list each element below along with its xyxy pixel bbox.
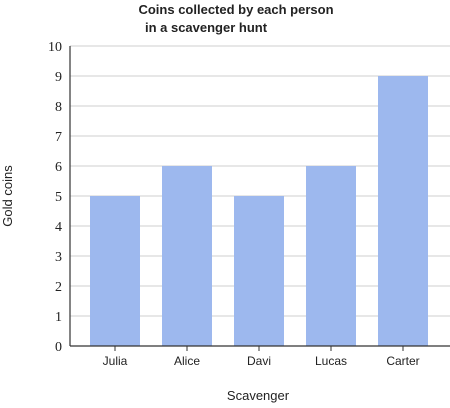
bars bbox=[90, 76, 428, 346]
y-axis-label: Gold coins bbox=[0, 165, 15, 227]
bar-julia bbox=[90, 196, 140, 346]
y-tick-label: 9 bbox=[55, 70, 62, 85]
bar-alice bbox=[162, 166, 212, 346]
bar-davi bbox=[234, 196, 284, 346]
x-tick-label: Lucas bbox=[315, 354, 347, 368]
x-tick-labels: Julia Alice Davi Lucas Carter bbox=[103, 346, 420, 368]
y-tick-label: 7 bbox=[55, 130, 62, 145]
y-tick-label: 6 bbox=[55, 160, 62, 175]
bar-carter bbox=[378, 76, 428, 346]
y-tick-label: 10 bbox=[48, 40, 62, 55]
bar-lucas bbox=[306, 166, 356, 346]
y-tick-label: 1 bbox=[55, 310, 62, 325]
x-tick-label: Carter bbox=[386, 354, 419, 368]
x-tick-label: Julia bbox=[103, 354, 128, 368]
chart-title-line-1: Coins collected by each person bbox=[138, 2, 333, 17]
x-axis-label: Scavenger bbox=[227, 388, 290, 403]
y-tick-label: 3 bbox=[55, 250, 62, 265]
y-tick-label: 2 bbox=[55, 280, 62, 295]
y-tick-label: 0 bbox=[55, 340, 62, 355]
y-tick-labels: 0 1 2 3 4 5 6 7 8 9 10 bbox=[48, 40, 62, 355]
y-tick-label: 4 bbox=[55, 220, 62, 235]
x-tick-label: Alice bbox=[174, 354, 200, 368]
y-tick-label: 5 bbox=[55, 190, 62, 205]
y-tick-label: 8 bbox=[55, 100, 62, 115]
x-tick-label: Davi bbox=[247, 354, 271, 368]
chart-title-line-2: in a scavenger hunt bbox=[145, 20, 268, 35]
